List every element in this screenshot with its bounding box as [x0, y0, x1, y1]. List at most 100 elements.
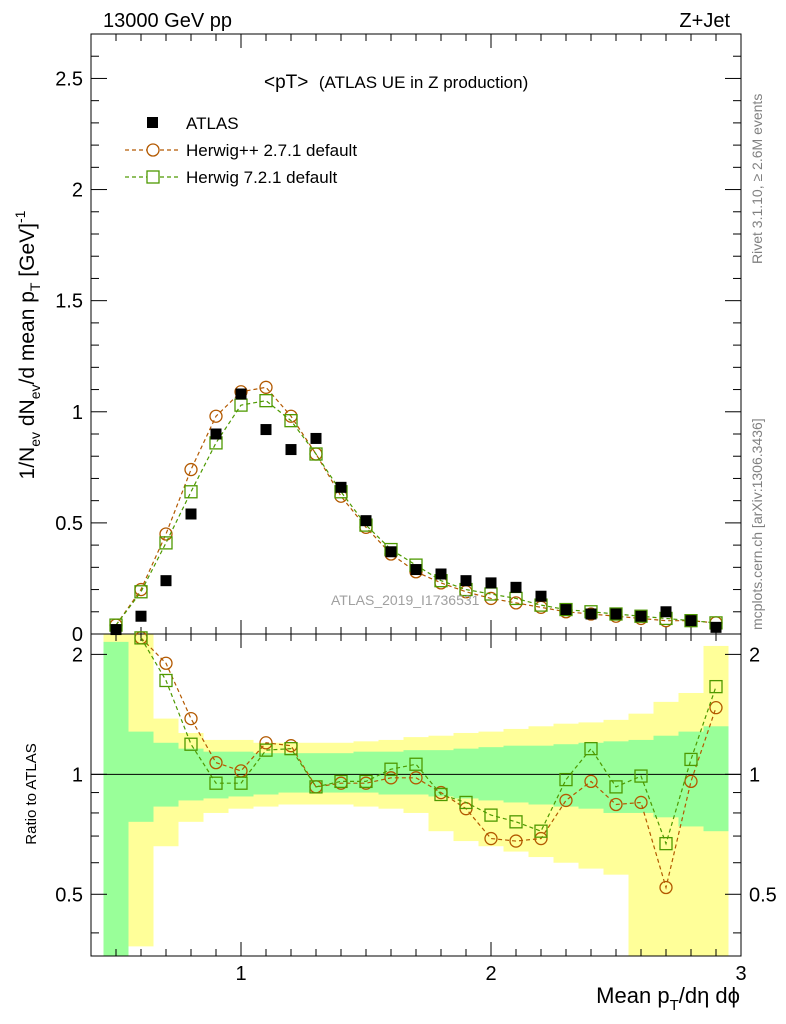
series-line	[140, 637, 717, 846]
herwig7-point	[659, 836, 673, 851]
series-line	[115, 386, 717, 626]
series-line	[140, 637, 717, 890]
herwig7-point	[409, 757, 423, 771]
herwig7-point	[334, 774, 348, 789]
ratio-y-axis-label: Ratio to ATLAS	[23, 743, 40, 844]
atlas-data-point	[335, 481, 347, 493]
herwig7-point	[159, 673, 173, 688]
atlas-data-point	[610, 608, 622, 620]
tick-labels: 1 2 3 0 0.5 1 1.5 2 2.5 0.5 0.5 1 1 2 2	[55, 68, 777, 985]
herwig7-point	[459, 795, 473, 810]
x-tick-label: 2	[485, 963, 496, 985]
herwig7-point	[384, 762, 398, 776]
herwigpp-point	[384, 771, 398, 785]
legend-marker-herwigpp	[146, 143, 160, 157]
herwig7-point	[609, 607, 623, 621]
atlas-data-point	[485, 577, 497, 589]
herwigpp-point	[559, 793, 573, 808]
herwig7-point	[684, 614, 698, 628]
atlas-data-point	[210, 428, 222, 440]
herwig7-point	[134, 585, 148, 599]
green-band-bin	[453, 748, 479, 799]
green-band-bin	[603, 741, 629, 813]
ratio-y-tick-label: 2	[72, 644, 83, 666]
atlas-data-point	[135, 610, 147, 622]
green-band-bin	[528, 745, 554, 805]
herwigpp-point	[684, 774, 698, 789]
herwigpp-point	[584, 774, 598, 789]
herwig7-point	[259, 394, 273, 408]
y-tick-label: 0.5	[55, 513, 83, 535]
atlas-data-point	[635, 610, 647, 622]
herwig7-point	[609, 780, 623, 794]
herwigpp-point	[159, 527, 173, 541]
atlas-data-point	[710, 621, 722, 633]
herwigpp-point	[534, 831, 548, 846]
data-series	[109, 380, 723, 895]
herwig7-point	[484, 808, 498, 822]
herwigpp-point	[159, 656, 173, 670]
atlas-data-point	[435, 568, 447, 580]
y-tick-label: 2.5	[55, 68, 83, 90]
header-energy-label: 13000 GeV pp	[103, 10, 232, 32]
green-band-bin	[203, 751, 229, 799]
herwigpp-point	[184, 711, 198, 726]
green-band-bin	[478, 747, 504, 801]
y-tick-label: 1.5	[55, 291, 83, 313]
ratio-y-tick-label: 1	[72, 764, 83, 786]
herwigpp-point	[209, 755, 223, 770]
plot-title-sub: (ATLAS UE in Z production)	[319, 73, 528, 92]
legend-label-atlas: ATLAS	[186, 114, 239, 133]
ratio-plot-frame	[90, 633, 742, 957]
atlas-data-point	[660, 606, 672, 618]
green-band-bin	[428, 750, 454, 797]
atlas-data-point	[585, 608, 597, 620]
herwig7-point	[684, 752, 698, 767]
legend-marker-atlas	[147, 117, 158, 128]
herwigpp-point	[659, 880, 673, 895]
legend-label-herwigpp: Herwig++ 2.7.1 default	[186, 141, 357, 160]
atlas-data-point	[560, 604, 572, 616]
y-tick-label: 2	[72, 180, 83, 202]
herwig7-point	[584, 741, 598, 756]
green-band-bin	[128, 731, 154, 822]
herwig7-point	[534, 824, 548, 838]
herwig7-point	[184, 737, 198, 751]
atlas-data-point	[685, 615, 697, 627]
x-axis-label: Mean pT/dη dϕ	[596, 983, 740, 1014]
herwig7-point	[259, 743, 273, 757]
herwigpp-point	[259, 736, 273, 750]
herwig7-point	[559, 602, 573, 617]
green-band-bin	[103, 641, 129, 956]
green-band-bin	[653, 735, 679, 818]
atlas-data-point	[260, 424, 272, 436]
herwig7-point	[309, 780, 323, 794]
herwig7-point	[434, 787, 448, 802]
herwig7-point	[284, 414, 298, 428]
herwigpp-point	[209, 409, 223, 423]
herwigpp-point	[634, 795, 648, 810]
y-tick-label: 1	[72, 402, 83, 424]
atlas-data-point	[310, 432, 322, 444]
main-y-axis-label: 1/Nev dNev/d mean pT [GeV]-1	[12, 210, 43, 479]
x-tick-label: 1	[235, 963, 246, 985]
herwig7-point	[184, 485, 198, 499]
herwig7-point	[634, 609, 648, 623]
herwig7-point	[209, 776, 223, 790]
x-tick-label: 3	[735, 963, 746, 985]
green-band-bin	[328, 753, 354, 793]
plot-title: <pT> (ATLAS UE in Z production)	[264, 72, 528, 93]
herwigpp-point	[409, 771, 423, 785]
herwigpp-point	[259, 380, 273, 394]
atlas-data-point	[360, 515, 372, 527]
atlas-data-point	[460, 575, 472, 587]
atlas-data-point	[235, 388, 247, 400]
legend: ATLAS Herwig++ 2.7.1 default Herwig 7.2.…	[125, 114, 357, 187]
y-tick-label: 0	[72, 624, 83, 646]
atlas-data-point	[160, 575, 172, 587]
herwig7-point	[559, 772, 573, 787]
analysis-watermark: ATLAS_2019_I1736531	[331, 592, 480, 608]
atlas-data-point	[510, 581, 522, 593]
mcplots-label: mcplots.cern.ch [arXiv:1306.3436]	[749, 418, 765, 630]
